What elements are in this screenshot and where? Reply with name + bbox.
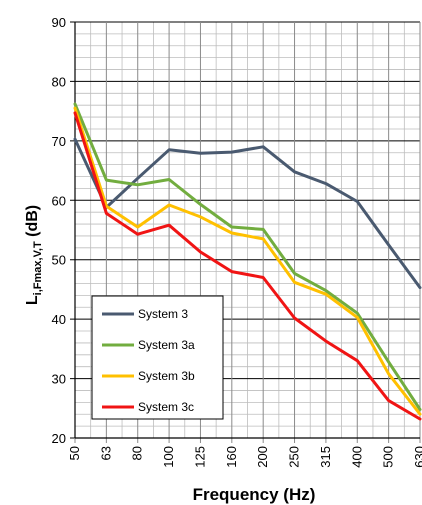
y-tick-label: 90 xyxy=(52,15,66,30)
x-tick-label: 50 xyxy=(67,446,82,460)
legend-label-system-3c: System 3c xyxy=(138,400,194,414)
x-tick-label: 100 xyxy=(161,446,176,468)
y-tick-label: 50 xyxy=(52,253,66,268)
x-tick-label: 315 xyxy=(318,446,333,468)
y-tick-label: 40 xyxy=(52,312,66,327)
y-tick-labels: 20 30 40 50 60 70 80 90 xyxy=(52,15,66,446)
x-axis-title: Frequency (Hz) xyxy=(193,485,316,504)
x-tick-label: 400 xyxy=(349,446,364,468)
x-tick-label: 250 xyxy=(287,446,302,468)
x-tick-labels: 50 63 80 100 125 160 200 250 315 400 500 630 xyxy=(67,446,422,468)
y-tick-label: 80 xyxy=(52,74,66,89)
x-tick-label: 80 xyxy=(130,446,145,460)
legend-label-system-3a: System 3a xyxy=(138,338,195,352)
x-tick-label: 125 xyxy=(192,446,207,468)
legend-label-system-3b: System 3b xyxy=(138,369,195,383)
legend-label-system-3: System 3 xyxy=(138,307,188,321)
x-tick-label: 200 xyxy=(255,446,270,468)
series-line-system-3c xyxy=(73,111,422,421)
legend: System 3 System 3a System 3b System 3c xyxy=(91,295,224,420)
y-axis-title: Li,Fmax,V,T (dB) xyxy=(24,205,44,305)
y-axis-title-subscript: i,Fmax,V,T xyxy=(32,241,44,295)
x-tick-label: 630 xyxy=(412,446,422,468)
plot-frame xyxy=(74,22,420,439)
legend-box xyxy=(91,295,224,420)
series-line-system-3a xyxy=(73,102,422,411)
series-lines xyxy=(73,102,422,421)
y-tick-label: 70 xyxy=(52,134,66,149)
x-tick-label: 63 xyxy=(98,446,113,460)
y-axis-title-unit: (dB) xyxy=(24,205,41,241)
y-tick-label: 60 xyxy=(52,193,66,208)
y-tick-label: 30 xyxy=(52,372,66,387)
x-tick-label: 500 xyxy=(381,446,396,468)
x-tick-label: 160 xyxy=(224,446,239,468)
series-line-system-3b xyxy=(73,106,422,416)
y-axis-title-main: L xyxy=(24,295,41,305)
y-tick-label: 20 xyxy=(52,431,66,446)
